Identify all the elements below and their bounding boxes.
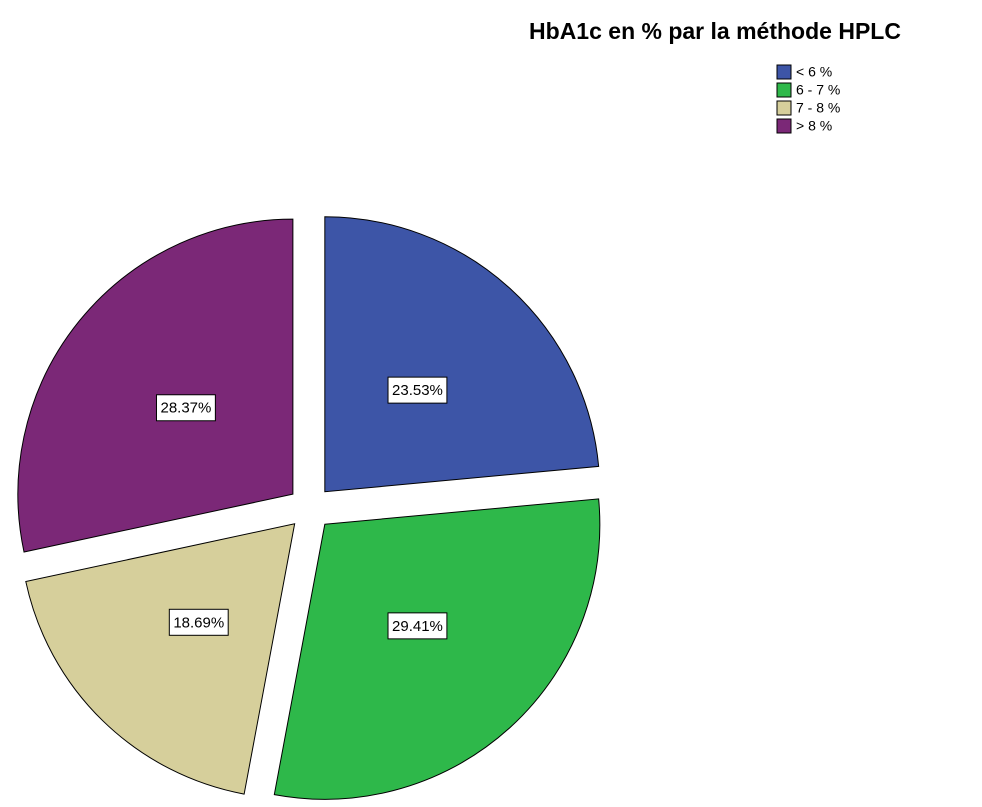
legend-swatch [776,82,792,98]
data-label-box [387,612,448,640]
data-label: 29.41% [387,612,448,640]
data-label-text: 29.41% [392,618,443,635]
pie-slice [17,218,294,553]
legend-swatch [776,100,792,116]
pie-slice [324,216,600,493]
legend-label: < 6 % [796,64,832,80]
legend-label: > 8 % [796,118,832,134]
data-label-text: 28.37% [160,400,211,417]
legend-label: 6 - 7 % [796,82,840,98]
legend-swatch [776,118,792,134]
data-label-box [168,608,229,636]
legend-label: 7 - 8 % [796,100,840,116]
data-label-text: 23.53% [392,382,443,399]
chart-title: HbA1c en % par la méthode HPLC [529,18,901,44]
legend-swatch [776,64,792,80]
data-label: 18.69% [168,608,229,636]
data-label: 23.53% [387,376,448,404]
pie-slice [273,498,601,800]
data-label-text: 18.69% [173,614,224,631]
pie-slice [25,523,296,795]
data-label: 28.37% [155,394,216,422]
data-label-box [155,394,216,422]
data-label-box [387,376,448,404]
